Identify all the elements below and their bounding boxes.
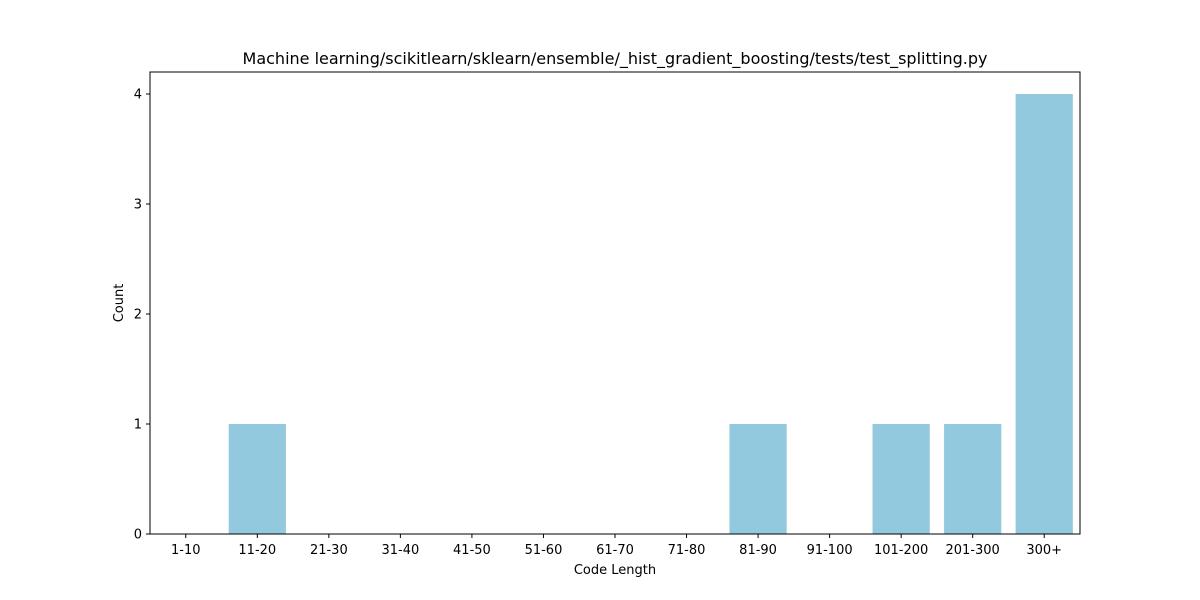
plot-area-frame — [149, 71, 1081, 535]
y-tick-label: 4 — [134, 88, 142, 103]
x-tick-label: 300+ — [1026, 543, 1062, 558]
y-tick-label: 3 — [134, 198, 142, 213]
x-tick-label: 51-60 — [525, 543, 563, 558]
x-tick-label: 101-200 — [874, 543, 928, 558]
x-axis: 1-10 11-20 21-30 31-40 41-50 51-60 61-70 71-80 8… — [171, 534, 1062, 558]
x-tick-label: 61-70 — [596, 543, 634, 558]
x-tick-label: 11-20 — [238, 543, 276, 558]
bar-101-200 — [872, 424, 930, 534]
y-tick-label: 1 — [134, 418, 142, 433]
y-axis: 0 1 2 3 4 — [134, 88, 150, 543]
x-tick-label: 71-80 — [668, 543, 706, 558]
x-tick-label: 41-50 — [453, 543, 491, 558]
chart-title: Machine learning/scikitlearn/sklearn/ens… — [243, 49, 988, 69]
bar-300+ — [1015, 94, 1073, 534]
x-tick-label: 21-30 — [310, 543, 348, 558]
y-tick-label: 0 — [134, 528, 142, 543]
x-tick-label: 31-40 — [381, 543, 419, 558]
bar-201-300 — [944, 424, 1002, 534]
x-tick-label: 81-90 — [739, 543, 777, 558]
y-axis-label: Count — [112, 284, 127, 323]
x-tick-label: 201-300 — [946, 543, 1000, 558]
y-tick-label: 2 — [134, 308, 142, 323]
x-axis-label: Code Length — [574, 563, 656, 578]
bar-81-90 — [729, 424, 787, 534]
bars-group — [228, 94, 1073, 534]
x-tick-label: 1-10 — [171, 543, 201, 558]
bar-11-20 — [228, 424, 286, 534]
x-tick-label: 91-100 — [807, 543, 853, 558]
